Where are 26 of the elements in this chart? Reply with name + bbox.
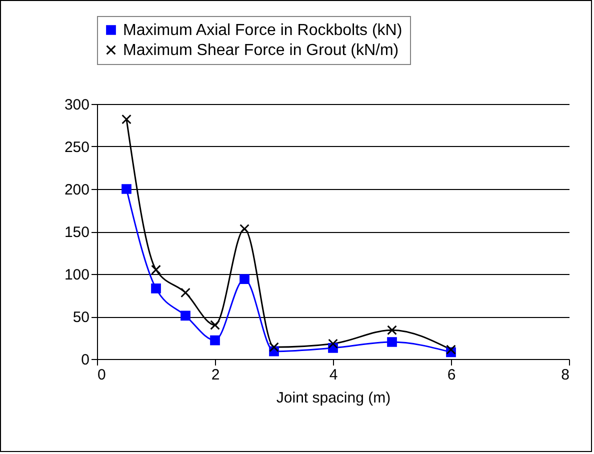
x-tick-label: 2 bbox=[211, 366, 220, 384]
y-tick-label: 250 bbox=[64, 139, 90, 156]
point bbox=[180, 288, 190, 298]
y-tick-label: 300 bbox=[64, 96, 90, 114]
x-tick-label: 4 bbox=[329, 366, 338, 384]
point bbox=[240, 274, 250, 284]
x-tick-label: 0 bbox=[98, 366, 106, 384]
point bbox=[180, 310, 190, 321]
x-axis-title: Joint spacing (m) bbox=[276, 390, 391, 406]
y-tick-label: 150 bbox=[64, 224, 90, 241]
point bbox=[446, 344, 456, 355]
y-tick-label: 50 bbox=[72, 309, 90, 326]
point bbox=[387, 325, 397, 336]
y-tick-label: 0 bbox=[81, 352, 90, 368]
point bbox=[122, 114, 132, 124]
legend-label: Maximum Shear Force in Grout (kN/m) bbox=[123, 42, 399, 59]
y-tick-label: 100 bbox=[64, 266, 90, 284]
point bbox=[210, 320, 220, 330]
point bbox=[210, 335, 220, 346]
x-tick-label: 6 bbox=[447, 366, 456, 384]
x-tick-label: 8 bbox=[561, 366, 570, 384]
point bbox=[328, 338, 338, 349]
legend-label: Maximum Axial Force in Rockbolts (kN) bbox=[123, 22, 402, 39]
point bbox=[151, 264, 161, 275]
point bbox=[269, 342, 279, 352]
y-tick-label: 200 bbox=[64, 182, 90, 198]
